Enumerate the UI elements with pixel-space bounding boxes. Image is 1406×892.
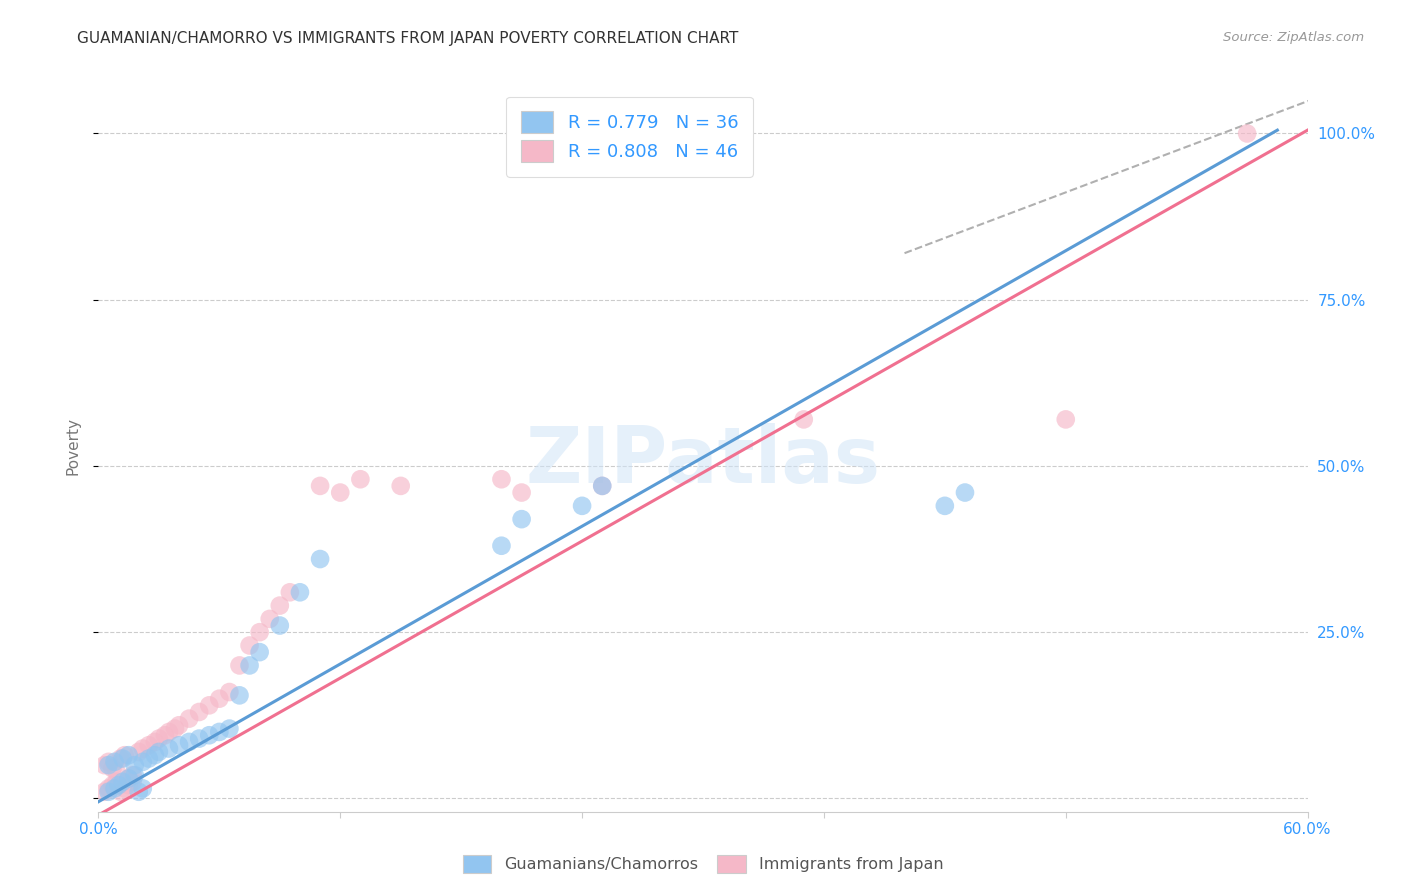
Point (163, 722, 186, 736)
Point (97, 785, 120, 799)
Point (143, 748, 166, 763)
Point (167, 738, 190, 752)
Point (105, 764, 128, 779)
Point (510, 485, 533, 500)
Point (153, 728, 176, 742)
Point (167, 718, 190, 732)
Point (188, 705, 211, 719)
Point (124, 758, 146, 772)
Point (179, 712, 201, 726)
Point (591, 479, 613, 493)
Point (228, 689, 250, 703)
Point (111, 774, 134, 789)
Point (1236, 127, 1258, 141)
Point (259, 612, 281, 626)
Point (111, 751, 134, 765)
Point (143, 735, 166, 749)
Point (288, 585, 311, 599)
Point (228, 658, 250, 673)
Point (349, 472, 371, 486)
Point (101, 762, 124, 776)
Point (239, 639, 262, 653)
Point (218, 685, 240, 699)
Point (121, 768, 143, 782)
Point (934, 499, 956, 513)
Point (124, 768, 146, 782)
Point (118, 778, 141, 792)
Point (103, 781, 125, 796)
Point (188, 731, 211, 746)
Point (249, 625, 271, 640)
Point (132, 755, 155, 769)
Point (179, 735, 201, 749)
Legend: Guamanians/Chamorros, Immigrants from Japan: Guamanians/Chamorros, Immigrants from Ja… (456, 848, 950, 880)
Point (491, 539, 513, 553)
Point (118, 772, 141, 786)
Point (114, 781, 136, 796)
Point (121, 774, 143, 789)
Legend: R = 0.779   N = 36, R = 0.808   N = 46: R = 0.779 N = 36, R = 0.808 N = 46 (506, 96, 754, 177)
Point (107, 778, 129, 792)
Point (1054, 412, 1077, 426)
Point (591, 479, 613, 493)
Point (218, 722, 240, 736)
Point (198, 728, 221, 742)
Point (97, 758, 120, 772)
Text: ZIPatlas: ZIPatlas (526, 423, 880, 499)
Point (389, 479, 412, 493)
Point (118, 748, 141, 763)
Text: GUAMANIAN/CHAMORRO VS IMMIGRANTS FROM JAPAN POVERTY CORRELATION CHART: GUAMANIAN/CHAMORRO VS IMMIGRANTS FROM JA… (77, 31, 738, 46)
Point (269, 599, 291, 613)
Point (110, 751, 132, 765)
Point (138, 738, 160, 752)
Point (138, 751, 160, 765)
Point (110, 785, 132, 799)
Point (114, 748, 136, 763)
Point (128, 785, 150, 799)
Point (97, 755, 120, 769)
Point (793, 412, 815, 426)
Point (118, 772, 141, 786)
Point (208, 725, 231, 739)
Point (93, 758, 115, 772)
Point (239, 658, 262, 673)
Point (101, 778, 124, 792)
Point (97, 781, 120, 796)
Point (309, 479, 332, 493)
Point (309, 552, 332, 566)
Point (510, 512, 533, 526)
Text: Source: ZipAtlas.com: Source: ZipAtlas.com (1223, 31, 1364, 45)
Point (132, 781, 155, 796)
Point (128, 745, 150, 759)
Point (198, 698, 221, 713)
Y-axis label: Poverty: Poverty (65, 417, 80, 475)
Point (148, 731, 170, 746)
Point (105, 774, 128, 789)
Point (157, 741, 180, 756)
Point (953, 485, 976, 500)
Point (329, 485, 352, 500)
Point (491, 472, 513, 486)
Point (148, 745, 170, 759)
Point (269, 618, 291, 632)
Point (103, 755, 125, 769)
Point (208, 691, 231, 706)
Point (278, 585, 301, 599)
Point (93, 785, 115, 799)
Point (249, 645, 271, 659)
Point (571, 499, 593, 513)
Point (157, 725, 180, 739)
Point (132, 741, 155, 756)
